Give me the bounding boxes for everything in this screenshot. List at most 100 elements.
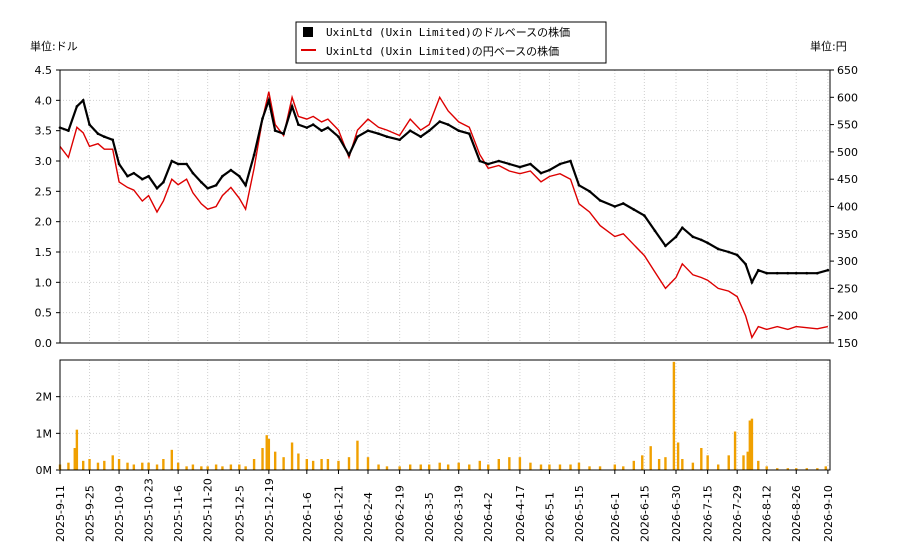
usd-price-point — [238, 174, 241, 178]
volume-bar — [508, 457, 511, 470]
volume-bar — [681, 459, 684, 470]
usd-price-point — [96, 132, 100, 135]
usd-price-point — [191, 171, 195, 175]
usd-price-point — [81, 99, 85, 102]
x-tick-label: 2025-12-5 — [233, 485, 246, 542]
y-left-tick-label: 3.5 — [35, 125, 53, 138]
usd-price-point — [744, 262, 747, 266]
usd-price-point — [419, 135, 423, 139]
usd-price-point — [529, 162, 532, 166]
usd-price-point — [385, 135, 389, 139]
volume-bar — [297, 453, 300, 470]
volume-y-tick-label: 0M — [36, 464, 53, 477]
usd-price-point — [446, 123, 450, 126]
usd-price-point — [548, 168, 551, 172]
volume-bar — [487, 464, 490, 470]
y-left-tick-label: 2.5 — [35, 185, 53, 198]
y-left-tick-label: 4.5 — [35, 64, 53, 77]
x-tick-label: 2025-9-25 — [84, 485, 97, 542]
y-left-tick-label: 1.5 — [35, 246, 53, 259]
usd-price-point — [643, 214, 646, 217]
usd-price-point — [311, 123, 315, 126]
x-tick-label: 2026-4-2 — [482, 492, 495, 542]
usd-price-point — [398, 138, 401, 142]
x-tick-label: 2025-10-9 — [113, 485, 126, 542]
volume-bar — [377, 464, 380, 470]
volume-bar — [427, 464, 431, 470]
volume-bar — [691, 462, 695, 470]
usd-price-point — [229, 168, 233, 172]
volume-panel: 0M 1M 2M — [36, 359, 831, 477]
volume-bar — [238, 464, 241, 470]
volume-bar — [733, 431, 737, 470]
price-frame — [59, 69, 831, 344]
volume-bar — [716, 464, 720, 470]
usd-price-point — [111, 138, 115, 142]
usd-price-point — [478, 159, 482, 163]
volume-bar — [438, 462, 441, 470]
volume-bar — [162, 459, 165, 470]
usd-price-point — [282, 132, 285, 135]
x-tick-label: 2026-6-30 — [670, 485, 683, 542]
x-tick-label: 2026-6-1 — [609, 492, 622, 542]
usd-price-point — [794, 271, 798, 275]
volume-bar — [252, 459, 256, 470]
y-right-tick-label: 450 — [837, 173, 858, 186]
usd-price-point — [273, 129, 277, 132]
usd-price-point — [569, 159, 572, 163]
volume-bar — [805, 468, 808, 470]
volume-bar — [446, 464, 450, 470]
price-panel: 0.0 0.5 1.0 1.5 2.0 2.5 3.0 3.5 4.0 4.5 150 200 250 3… — [35, 64, 859, 350]
usd-price-point — [750, 281, 754, 284]
volume-bar — [457, 462, 460, 470]
x-tick-label: 2026-4-17 — [514, 485, 527, 542]
volume-bar — [672, 361, 676, 470]
volume-bar — [170, 449, 174, 470]
volume-bar — [290, 442, 294, 470]
volume-bar — [155, 464, 159, 470]
x-axis: 2025-9-11 2025-9-25 2025-10-9 2025-10-23 202… — [54, 470, 835, 542]
y-left-tick-label: 3.0 — [35, 155, 53, 168]
volume-bar — [742, 455, 745, 470]
usd-price-point — [200, 180, 203, 184]
usd-price-point — [621, 202, 625, 205]
x-tick-label: 2025-9-11 — [54, 485, 67, 542]
volume-bar — [706, 455, 709, 470]
usd-price-point — [508, 162, 511, 166]
usd-price-point — [632, 208, 636, 211]
volume-bar — [727, 455, 730, 470]
y-right-tick-label: 650 — [837, 64, 858, 77]
usd-price-point — [539, 171, 543, 175]
volume-bar — [385, 466, 389, 470]
volume-bar — [750, 418, 754, 470]
x-tick-label: 2025-10-23 — [143, 478, 156, 542]
volume-bar — [408, 464, 412, 470]
volume-bar — [700, 448, 703, 470]
volume-bar — [356, 440, 359, 470]
usd-price-point — [735, 253, 739, 257]
x-tick-label: 2025-11-6 — [172, 485, 185, 542]
volume-bar — [419, 464, 422, 470]
volume-bar — [147, 462, 150, 470]
usd-price-point — [356, 135, 359, 139]
volume-y-tick-label: 1M — [36, 427, 53, 440]
usd-price-point — [366, 129, 370, 132]
legend: UxinLtd (Uxin Limited)のドルベースの株価 UxinLtd … — [295, 21, 607, 64]
usd-price-point — [290, 105, 294, 108]
usd-price-point — [826, 268, 830, 272]
usd-price-point — [467, 132, 471, 135]
x-tick-label: 2026-7-15 — [702, 485, 715, 542]
volume-bar — [305, 459, 309, 470]
volume-bar — [641, 455, 644, 470]
volume-bar — [588, 466, 591, 470]
volume-bar — [244, 466, 247, 470]
volume-bar — [185, 466, 188, 470]
volume-bar — [273, 451, 277, 470]
volume-bar — [632, 460, 636, 470]
usd-price-point — [170, 159, 174, 163]
x-tick-label: 2025-11-20 — [202, 478, 215, 542]
volume-bar — [96, 462, 100, 470]
usd-price-point — [727, 250, 731, 254]
y-right-tick-label: 350 — [837, 228, 858, 241]
